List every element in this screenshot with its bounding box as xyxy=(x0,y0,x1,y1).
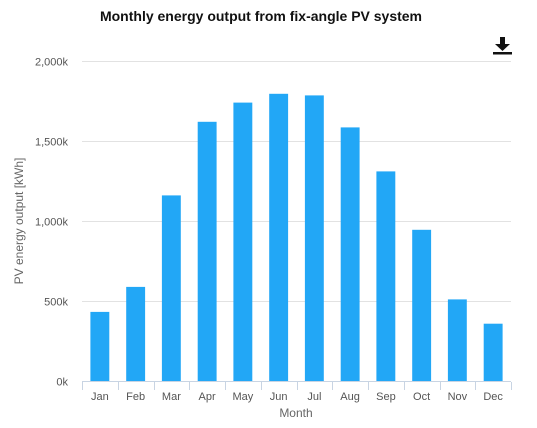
y-tick-label: 1,000k xyxy=(35,217,69,229)
bar-oct[interactable] xyxy=(412,229,432,381)
x-tick-label: Mar xyxy=(162,391,181,403)
x-tick-label: Oct xyxy=(413,391,430,403)
x-axis-title: Month xyxy=(279,406,312,420)
download-icon xyxy=(493,37,512,55)
x-tick-label: Jul xyxy=(307,391,321,403)
bar-mar[interactable] xyxy=(161,195,181,381)
bar-apr[interactable] xyxy=(197,121,217,382)
bar-aug[interactable] xyxy=(340,127,360,382)
bar-nov[interactable] xyxy=(447,299,467,381)
x-tick-label: Apr xyxy=(199,391,216,403)
bar-jul[interactable] xyxy=(304,95,324,382)
y-tick-label: 2,000k xyxy=(35,57,69,69)
y-tick-label: 1,500k xyxy=(35,137,69,149)
bar-jan[interactable] xyxy=(90,311,110,381)
x-tick-label: Jan xyxy=(91,391,109,403)
download-button[interactable] xyxy=(488,33,516,57)
y-axis-title: PV energy output [kWh] xyxy=(12,158,26,285)
chart-title: Monthly energy output from fix-angle PV … xyxy=(100,8,422,24)
bars xyxy=(90,93,503,382)
x-tick-label: Aug xyxy=(340,391,360,403)
bar-dec[interactable] xyxy=(483,323,503,381)
x-tick-label: Dec xyxy=(483,391,503,403)
bar-may[interactable] xyxy=(233,102,253,381)
axes: 0k 500k 1,000k 1,500k 2,000k Jan Feb Mar Apr May J… xyxy=(35,57,512,403)
x-tick-label: Feb xyxy=(126,391,145,403)
gridlines xyxy=(82,61,511,302)
x-tick-label: May xyxy=(233,391,254,403)
bar-sep[interactable] xyxy=(376,171,396,381)
bar-jun[interactable] xyxy=(269,93,289,382)
x-tick-label: Jun xyxy=(270,391,288,403)
bar-feb[interactable] xyxy=(126,286,146,381)
x-tick-label: Nov xyxy=(448,391,468,403)
x-tick-label: Sep xyxy=(376,391,396,403)
y-tick-label: 0k xyxy=(56,377,68,389)
y-tick-label: 500k xyxy=(44,297,68,309)
